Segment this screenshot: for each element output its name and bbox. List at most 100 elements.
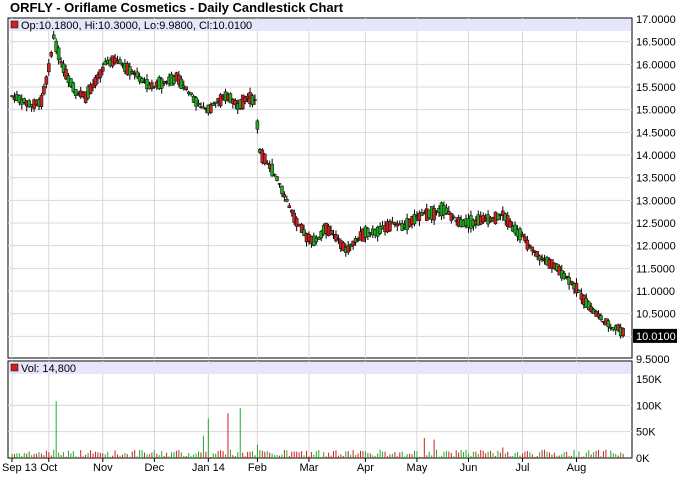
ohlc-legend-swatch — [10, 20, 19, 29]
volume-tick-label: 0K — [636, 453, 650, 465]
candle-body — [74, 88, 78, 96]
candle-body — [98, 69, 103, 78]
candle-body — [152, 86, 157, 88]
candle-body — [378, 226, 382, 234]
candle-body — [329, 230, 333, 235]
candle-body — [447, 210, 451, 215]
chart-title: ORFLY - Oriflame Cosmetics - Daily Candl… — [10, 0, 344, 15]
candle-body — [69, 78, 73, 87]
candle-body — [194, 97, 198, 107]
candle-body — [432, 208, 436, 221]
candle-body — [253, 99, 257, 101]
candle-body — [525, 239, 530, 250]
candle-body — [520, 233, 525, 237]
price-tick-label: 11.0000 — [636, 286, 675, 298]
x-tick-label: Jan 14 — [192, 462, 225, 474]
candle-body — [218, 94, 223, 107]
price-tick-label: 16.0000 — [636, 59, 676, 71]
candle-body — [39, 95, 44, 107]
candle-body — [336, 238, 341, 240]
candle-body — [523, 236, 527, 241]
candle-body — [564, 275, 569, 278]
candle-body — [189, 92, 193, 95]
candle-body — [562, 272, 566, 279]
volume-label: Vol: 14,800 — [21, 363, 76, 375]
candle-body — [412, 214, 417, 225]
candle-body — [287, 205, 292, 208]
price-tick-label: 17.0000 — [636, 14, 676, 26]
candle-body — [184, 86, 188, 90]
x-tick-label: Apr — [357, 462, 374, 474]
candle-body — [64, 68, 68, 80]
price-tick-label: 16.5000 — [636, 37, 676, 49]
x-tick-label: Dec — [145, 462, 165, 474]
candle-body — [314, 237, 319, 243]
x-tick-label: Jul — [515, 462, 529, 474]
candle-body — [88, 84, 93, 94]
candle-body — [22, 98, 27, 103]
candle-body — [118, 59, 122, 65]
candle-body — [452, 216, 456, 219]
candle-body — [569, 280, 574, 285]
candle-body — [56, 47, 61, 61]
candle-body — [277, 183, 282, 185]
candle-body — [10, 95, 14, 97]
candle-body — [501, 210, 505, 217]
candle-body — [417, 212, 422, 221]
price-tick-label: 9.5000 — [636, 354, 670, 366]
candle-body — [513, 224, 517, 234]
candle-body — [145, 79, 149, 90]
x-tick-label: Nov — [93, 462, 113, 474]
candle-body — [577, 289, 581, 293]
volume-legend-swatch — [10, 363, 19, 372]
candle-body — [47, 63, 51, 73]
candle-body — [530, 246, 535, 252]
x-tick-label: Mar — [299, 462, 318, 474]
candle-body — [317, 236, 321, 240]
price-tick-label: 13.0000 — [636, 195, 676, 207]
price-tick-label: 14.0000 — [636, 150, 676, 162]
candle-body — [213, 101, 218, 104]
candle-body — [135, 71, 139, 78]
candle-body — [346, 245, 350, 253]
candle-body — [240, 94, 245, 110]
price-tick-label: 14.5000 — [636, 127, 676, 139]
candle-body — [196, 102, 201, 106]
volume-tick-label: 50K — [636, 427, 656, 439]
candle-body — [275, 176, 279, 181]
ohlc-header-band — [9, 19, 631, 31]
volume-panel — [7, 360, 633, 459]
candle-body — [341, 242, 346, 251]
candle-body — [535, 251, 539, 258]
candle-body — [388, 220, 392, 232]
candle-body — [272, 174, 277, 176]
candle-body — [209, 104, 213, 113]
candle-body — [299, 224, 304, 233]
volume-header-band — [9, 362, 631, 374]
candle-body — [17, 95, 22, 103]
candle-body — [508, 220, 512, 228]
volume-tick-label: 150K — [636, 374, 662, 386]
candle-body — [179, 78, 184, 90]
candle-body — [255, 120, 260, 130]
candle-body — [263, 153, 267, 164]
candle-body — [496, 213, 500, 220]
candle-body — [243, 96, 247, 102]
candle-body — [93, 76, 98, 86]
candle-body — [130, 70, 135, 74]
last-price-box — [633, 328, 677, 343]
candle-body — [444, 207, 449, 214]
candle-body — [280, 185, 284, 195]
candle-body — [71, 82, 76, 93]
price-tick-label: 12.5000 — [636, 218, 676, 230]
candle-body — [265, 162, 269, 165]
candle-body — [128, 66, 132, 76]
ohlc-label: Op:10.1800, Hi:10.3000, Lo:9.9800, Cl:10… — [21, 20, 252, 32]
x-tick-label: Sep 13 — [2, 462, 37, 474]
candle-body — [150, 82, 154, 89]
x-tick-label: Aug — [567, 462, 587, 474]
candle-body — [302, 229, 306, 236]
candle-body — [27, 100, 31, 108]
candle-body — [228, 93, 233, 104]
candle-body — [294, 218, 299, 227]
